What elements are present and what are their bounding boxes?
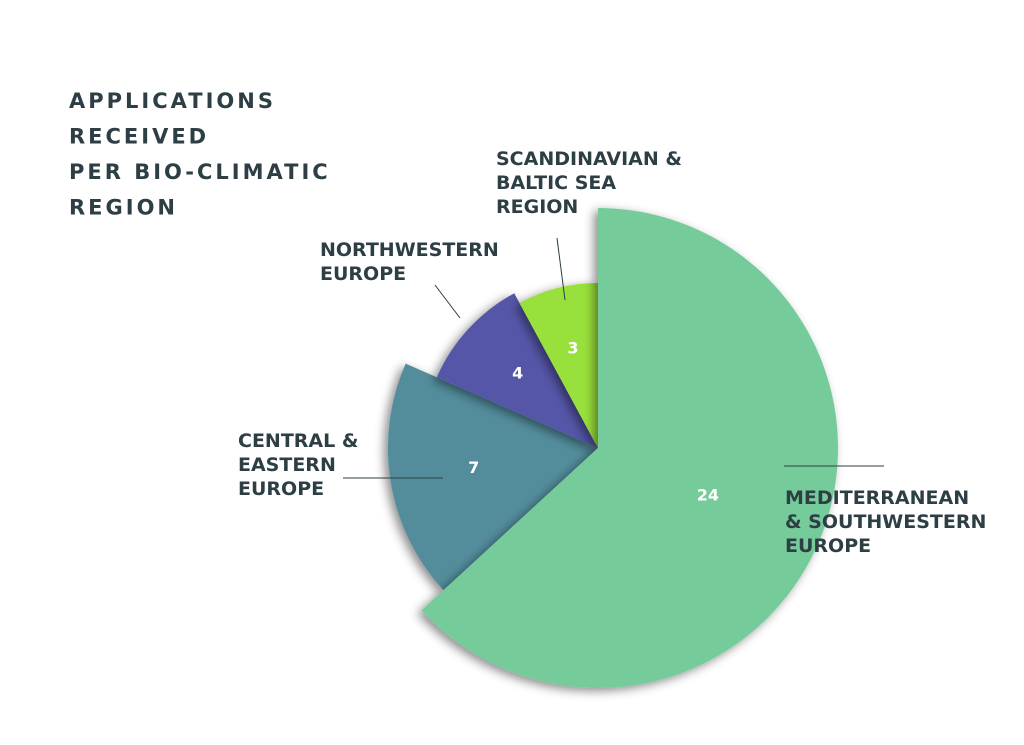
- legend-label: MEDITERRANEAN & SOUTHWESTERN EUROPE: [785, 487, 986, 557]
- legend-label: NORTHWESTERN EUROPE: [320, 239, 499, 285]
- pie-slice: [421, 208, 839, 689]
- pie-slice: [436, 293, 598, 448]
- legend-label: CENTRAL & EASTERN EUROPE: [238, 430, 358, 500]
- legend-label: SCANDINAVIAN & BALTIC SEA REGION: [496, 148, 682, 218]
- data-label: 3: [567, 338, 578, 357]
- pie-slice: [519, 283, 598, 448]
- leader-line: [556, 237, 566, 301]
- data-label: 4: [512, 364, 523, 383]
- leader-line: [434, 284, 461, 319]
- data-label: 24: [697, 486, 719, 505]
- pie-slice: [388, 363, 598, 591]
- chart-title: APPLICATIONS RECEIVED PER BIO-CLIMATIC REGI…: [69, 89, 331, 220]
- pie: [388, 208, 839, 689]
- data-label: 7: [468, 458, 479, 477]
- leader-lines: [343, 237, 884, 479]
